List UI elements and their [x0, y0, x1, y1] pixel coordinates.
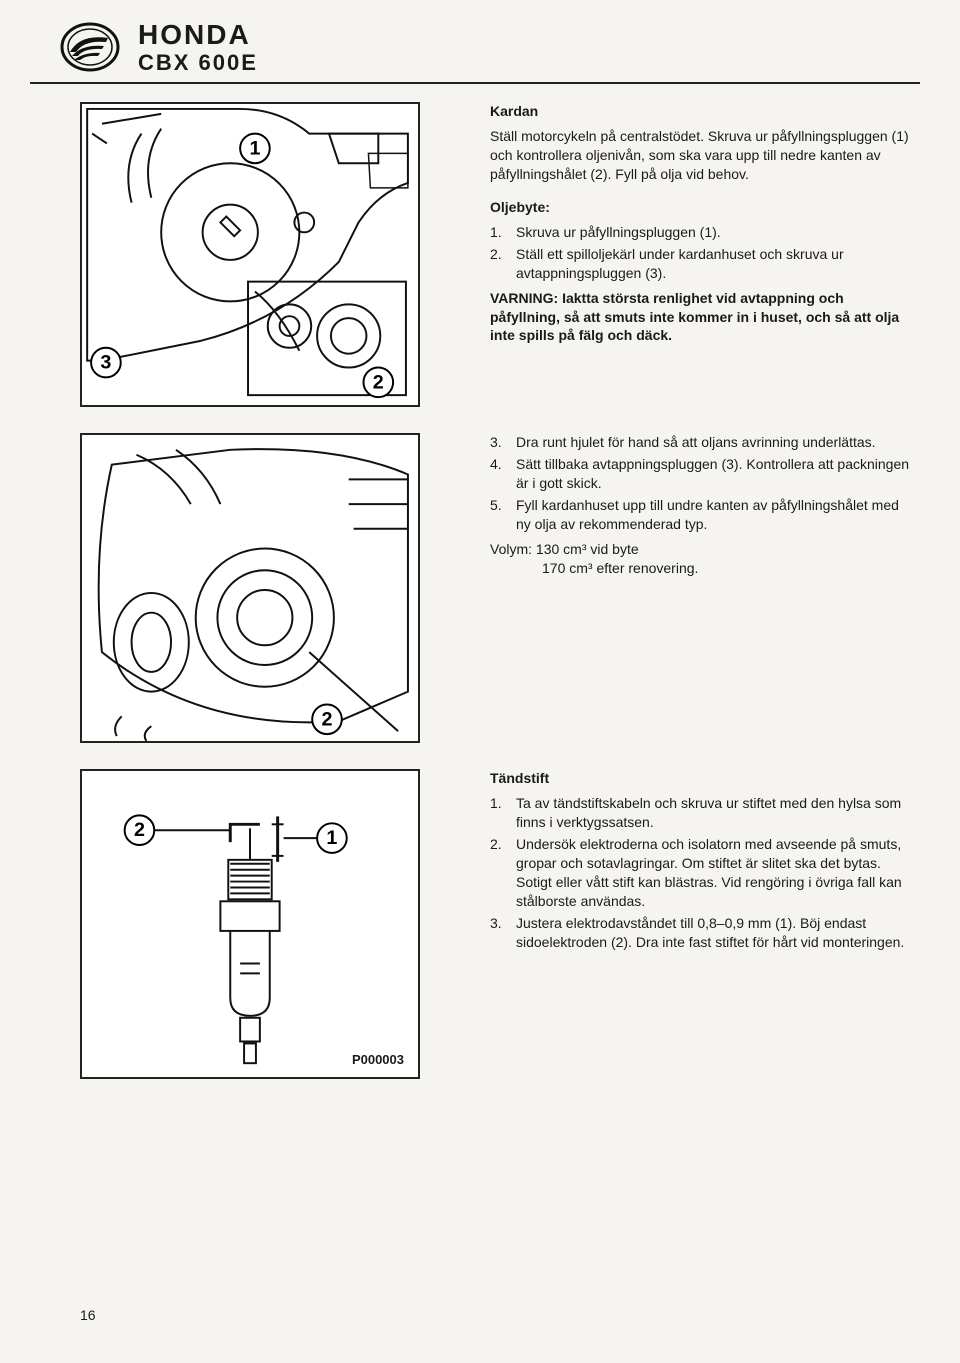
- figure-fill-hole: 2: [80, 433, 420, 743]
- section-tandstift: Tändstift 1.Ta av tändstiftskabeln och s…: [490, 769, 910, 1079]
- brand-block: HONDA CBX 600E: [138, 20, 258, 74]
- figure-code: P000003: [352, 1052, 404, 1067]
- page-number: 16: [80, 1307, 96, 1323]
- marker-1: 1: [326, 828, 337, 850]
- section-kardan-cont: 3.Dra runt hjulet för hand så att oljans…: [490, 433, 910, 743]
- model-name: CBX 600E: [138, 51, 258, 74]
- warning-block: VARNING: Iaktta största renlighet vid av…: [490, 289, 910, 346]
- content-grid: 1 2 3 Kardan Ställ motorcykeln på centra…: [80, 102, 910, 1079]
- step-b4: Sätt tillbaka avtappningspluggen (3). Ko…: [516, 455, 910, 493]
- step-a1: Skruva ur påfyllningspluggen (1).: [516, 223, 721, 242]
- brand-name: HONDA: [138, 20, 258, 49]
- step-b5: Fyll kardanhuset upp till undre kanten a…: [516, 496, 910, 534]
- volume-line1: 130 cm³ vid byte: [536, 541, 639, 557]
- volume-line2: 170 cm³ efter renovering.: [490, 559, 910, 578]
- warning-label: VARNING:: [490, 290, 558, 306]
- volume-block: Volym: 130 cm³ vid byte 170 cm³ efter re…: [490, 540, 910, 578]
- step-a2: Ställ ett spilloljekärl under kardanhuse…: [516, 245, 910, 283]
- figure-spark-plug: 1 2 P000003: [80, 769, 420, 1079]
- marker-1: 1: [249, 138, 260, 160]
- marker-2: 2: [373, 372, 384, 394]
- honda-wing-icon: [60, 22, 120, 72]
- oljebyte-heading: Oljebyte:: [490, 198, 910, 217]
- ts-step1: Ta av tändstiftskabeln och skruva ur sti…: [516, 794, 910, 832]
- header-rule: [30, 82, 920, 84]
- oljebyte-steps-b: 3.Dra runt hjulet för hand så att oljans…: [490, 433, 910, 533]
- marker-2: 2: [322, 709, 333, 731]
- tandstift-steps: 1.Ta av tändstiftskabeln och skruva ur s…: [490, 794, 910, 951]
- kardan-title: Kardan: [490, 102, 910, 121]
- volume-label: Volym:: [490, 541, 532, 557]
- ts-step2: Undersök elektroderna och isolatorn med …: [516, 835, 910, 911]
- step-b3: Dra runt hjulet för hand så att oljans a…: [516, 433, 876, 452]
- figure-kardan-housing: 1 2 3: [80, 102, 420, 407]
- ts-step3: Justera elektrodavståndet till 0,8–0,9 m…: [516, 914, 910, 952]
- kardan-intro: Ställ motorcykeln på centralstödet. Skru…: [490, 127, 910, 184]
- page-header: HONDA CBX 600E: [60, 20, 920, 74]
- oljebyte-steps-a: 1.Skruva ur påfyllningspluggen (1). 2.St…: [490, 223, 910, 283]
- tandstift-title: Tändstift: [490, 769, 910, 788]
- marker-2: 2: [134, 820, 145, 842]
- section-kardan: Kardan Ställ motorcykeln på centralstöde…: [490, 102, 910, 407]
- marker-3: 3: [100, 352, 111, 374]
